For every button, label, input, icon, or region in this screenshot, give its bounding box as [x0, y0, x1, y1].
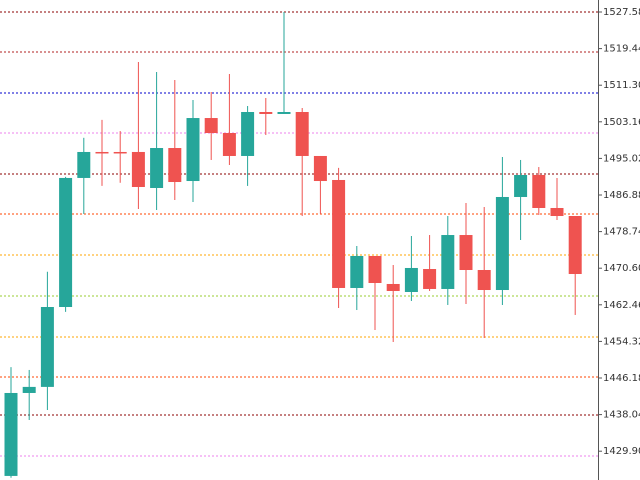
y-tick-label: 1519.44: [603, 44, 640, 55]
candle-body: [241, 112, 255, 156]
candle-body: [441, 235, 455, 289]
candle-body: [514, 174, 528, 197]
y-tick-label: 1527.58: [603, 7, 640, 18]
y-tick-label: 1454.32: [603, 336, 640, 347]
candle-body: [313, 155, 327, 182]
candle-body: [22, 386, 36, 393]
candle-body: [168, 148, 182, 183]
candle-body: [404, 267, 418, 292]
candle-body: [568, 216, 582, 275]
y-tick-label: 1495.02: [603, 153, 640, 164]
y-tick-label: 1429.90: [603, 446, 640, 457]
y-tick-label: 1511.30: [603, 80, 640, 91]
candle-body: [186, 118, 200, 182]
candle-body: [40, 307, 54, 387]
y-tick-label: 1462.46: [603, 300, 640, 311]
candle-body: [95, 151, 109, 154]
candle-body: [222, 133, 236, 156]
candle-body: [459, 235, 473, 271]
candle-body: [423, 269, 437, 289]
y-tick-label: 1478.74: [603, 227, 640, 238]
candle-body: [277, 112, 291, 114]
candle-body: [4, 392, 18, 476]
candle-body: [77, 151, 91, 178]
candle-body: [113, 151, 127, 154]
candle-body: [59, 177, 73, 308]
candle-body: [150, 148, 164, 188]
y-tick-label: 1438.04: [603, 410, 640, 421]
candle-body: [495, 196, 509, 291]
candle-body: [477, 270, 491, 291]
candle-body: [131, 151, 145, 188]
y-tick-label: 1446.18: [603, 373, 640, 384]
candle-body: [532, 174, 546, 208]
candle-body: [204, 118, 218, 134]
y-tick-label: 1470.60: [603, 263, 640, 274]
candle-body: [550, 207, 564, 217]
y-tick-label: 1503.16: [603, 117, 640, 128]
y-tick-label: 1486.88: [603, 190, 640, 201]
candle-body: [332, 179, 346, 288]
candle-body: [259, 112, 273, 114]
candle-body: [368, 255, 382, 283]
candle-body: [295, 112, 309, 156]
candle-body: [386, 283, 400, 291]
candle-body: [350, 255, 364, 288]
